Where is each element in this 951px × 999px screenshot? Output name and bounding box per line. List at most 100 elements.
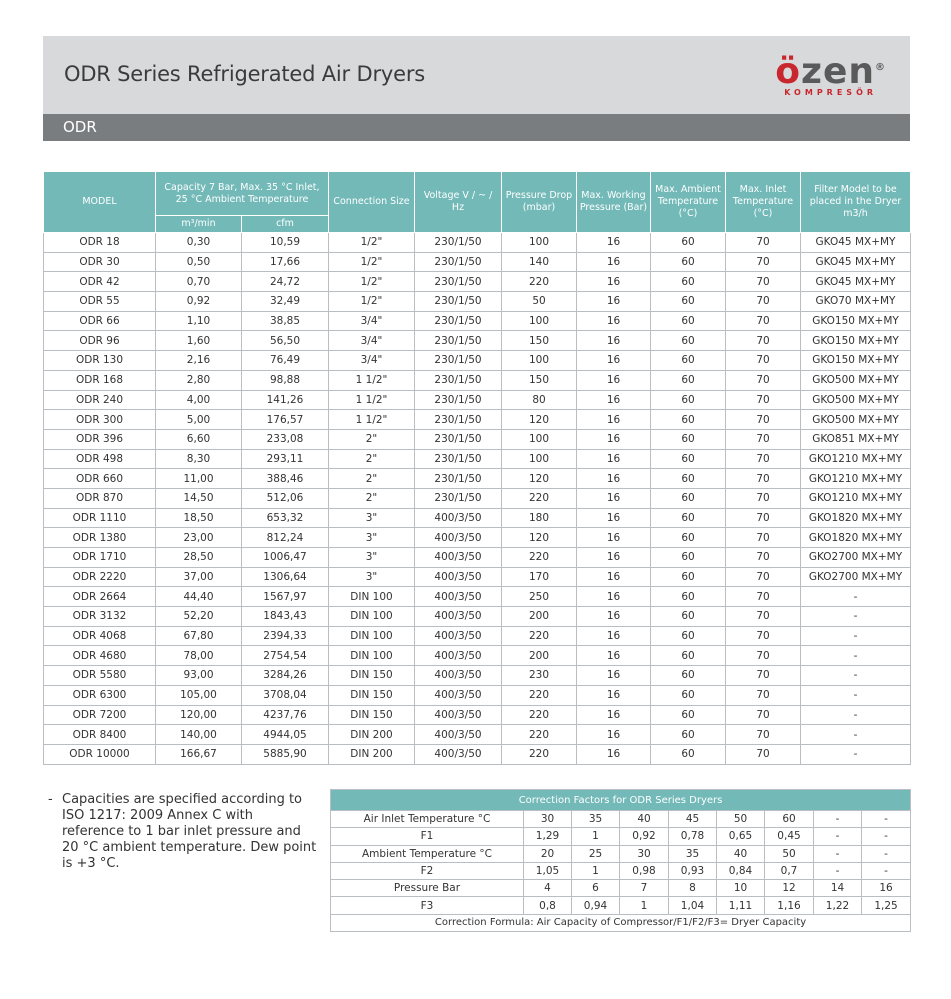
correction-value: 1,22: [813, 896, 862, 915]
cell-filter: GKO500 MX+MY: [800, 369, 911, 391]
cell-pressure-drop: 120: [501, 409, 577, 430]
cell-cfm: 1843,43: [241, 606, 329, 627]
correction-value: 0,84: [716, 861, 765, 881]
cell-max-working: 16: [576, 724, 651, 745]
cell-connection: 3/4": [328, 330, 415, 352]
cell-max-working: 16: [576, 625, 651, 647]
cell-cfm: 24,72: [241, 271, 329, 293]
cell-connection: DIN 100: [328, 606, 415, 627]
cell-max-inlet: 70: [725, 547, 801, 568]
cell-max-working: 16: [576, 606, 651, 627]
cell-cfm: 1567,97: [241, 586, 329, 608]
correction-value: 12: [764, 879, 814, 898]
correction-value: 20: [523, 844, 572, 863]
cell-cfm: 512,06: [241, 487, 329, 509]
correction-row: F2 1,05 1 0,98 0,93 0,84 0,7- -: [330, 861, 912, 881]
cell-model: ODR 5580: [43, 665, 156, 686]
table-row: ODR 66 1,10 38,85 3/4" 230/1/50 100 16 60 70 GKO1…: [43, 310, 911, 332]
correction-formula: Correction Formula: Air Capacity of Comp…: [329, 913, 912, 933]
cell-pressure-drop: 80: [501, 389, 577, 411]
cell-filter: GKO45 MX+MY: [800, 271, 911, 293]
cell-max-working: 16: [576, 743, 651, 765]
cell-m3min: 6,60: [155, 428, 242, 450]
cell-model: ODR 870: [43, 487, 156, 509]
cell-voltage: 230/1/50: [414, 369, 502, 391]
cell-cfm: 176,57: [241, 409, 329, 430]
cell-voltage: 230/1/50: [414, 487, 502, 509]
cell-max-inlet: 70: [725, 724, 801, 745]
cell-max-working: 16: [576, 566, 651, 588]
cell-m3min: 78,00: [155, 645, 242, 667]
cell-cfm: 5885,90: [241, 743, 329, 765]
cell-max-ambient: 60: [650, 704, 726, 726]
table-row: ODR 5580 93,00 3284,26 DIN 150 400/3/50 230 16…: [43, 665, 911, 686]
table-row: ODR 7200 120,00 4237,76 DIN 150 400/3/50 220 1…: [43, 704, 911, 726]
cell-m3min: 14,50: [155, 487, 242, 509]
cell-voltage: 230/1/50: [414, 232, 502, 253]
cell-model: ODR 42: [43, 271, 156, 293]
cell-pressure-drop: 220: [501, 271, 577, 293]
capacity-note: - Capacities are specified according to …: [48, 792, 318, 872]
cell-max-inlet: 70: [725, 310, 801, 332]
cell-max-ambient: 60: [650, 330, 726, 352]
correction-value: 25: [571, 844, 620, 863]
cell-connection: 1/2": [328, 251, 415, 273]
cell-cfm: 653,32: [241, 507, 329, 529]
cell-filter: GKO1820 MX+MY: [800, 507, 911, 529]
cell-pressure-drop: 250: [501, 586, 577, 608]
correction-value: 45: [668, 809, 717, 829]
cell-max-ambient: 60: [650, 291, 726, 312]
correction-row: F1 1,29 1 0,92 0,78 0,65 0,45- -: [330, 827, 912, 846]
cell-pressure-drop: 100: [501, 448, 577, 470]
table-row: ODR 870 14,50 512,06 2" 230/1/50 220 16 60 70 GKO…: [43, 487, 911, 509]
cell-max-inlet: 70: [725, 389, 801, 411]
cell-cfm: 56,50: [241, 330, 329, 352]
cell-max-working: 16: [576, 350, 651, 371]
cell-max-working: 16: [576, 507, 651, 529]
cell-cfm: 4944,05: [241, 724, 329, 745]
cell-model: ODR 168: [43, 369, 156, 391]
cell-max-ambient: 60: [650, 527, 726, 548]
cell-pressure-drop: 220: [501, 684, 577, 706]
cell-voltage: 230/1/50: [414, 409, 502, 430]
cell-filter: GKO1210 MX+MY: [800, 487, 911, 509]
correction-value: 0,93: [668, 861, 717, 881]
cell-max-ambient: 60: [650, 625, 726, 647]
correction-value: 1,11: [716, 896, 765, 915]
cell-max-working: 16: [576, 468, 651, 489]
correction-value: 0,8: [523, 896, 572, 915]
cell-max-working: 16: [576, 527, 651, 548]
cell-pressure-drop: 220: [501, 704, 577, 726]
cell-model: ODR 300: [43, 409, 156, 430]
correction-value: 1: [571, 861, 620, 881]
correction-value: 1,16: [764, 896, 814, 915]
correction-value: 8: [668, 879, 717, 898]
cell-model: ODR 7200: [43, 704, 156, 726]
correction-value: 0,45: [764, 827, 814, 846]
cell-m3min: 0,70: [155, 271, 242, 293]
ozen-logo: özen® KOMPRESÖR: [775, 50, 886, 98]
cell-voltage: 230/1/50: [414, 291, 502, 312]
correction-label: Pressure Bar: [330, 879, 524, 898]
table-row: ODR 1380 23,00 812,24 3" 400/3/50 120 16 60 70 GK…: [43, 527, 911, 548]
note-text: Capacities are specified according to IS…: [62, 792, 317, 871]
cell-max-ambient: 60: [650, 251, 726, 273]
correction-value: 1: [571, 827, 620, 846]
cell-m3min: 0,92: [155, 291, 242, 312]
cell-model: ODR 2220: [43, 566, 156, 588]
cell-m3min: 93,00: [155, 665, 242, 686]
series-label: ODR: [63, 118, 97, 136]
logo-subtitle: KOMPRESÖR: [784, 88, 878, 97]
cell-filter: GKO70 MX+MY: [800, 291, 911, 312]
cell-cfm: 388,46: [241, 468, 329, 489]
cell-model: ODR 96: [43, 330, 156, 352]
correction-value: 14: [813, 879, 862, 898]
cell-m3min: 0,30: [155, 232, 242, 253]
cell-connection: 3/4": [328, 350, 415, 371]
cell-pressure-drop: 200: [501, 606, 577, 627]
table-row: ODR 2220 37,00 1306,64 3" 400/3/50 170 16 60 70 G…: [43, 566, 911, 588]
correction-value: 0,98: [619, 861, 669, 881]
cell-max-working: 16: [576, 369, 651, 391]
cell-cfm: 17,66: [241, 251, 329, 273]
table-row: ODR 130 2,16 76,49 3/4" 230/1/50 100 16 60 70 GKO…: [43, 350, 911, 371]
